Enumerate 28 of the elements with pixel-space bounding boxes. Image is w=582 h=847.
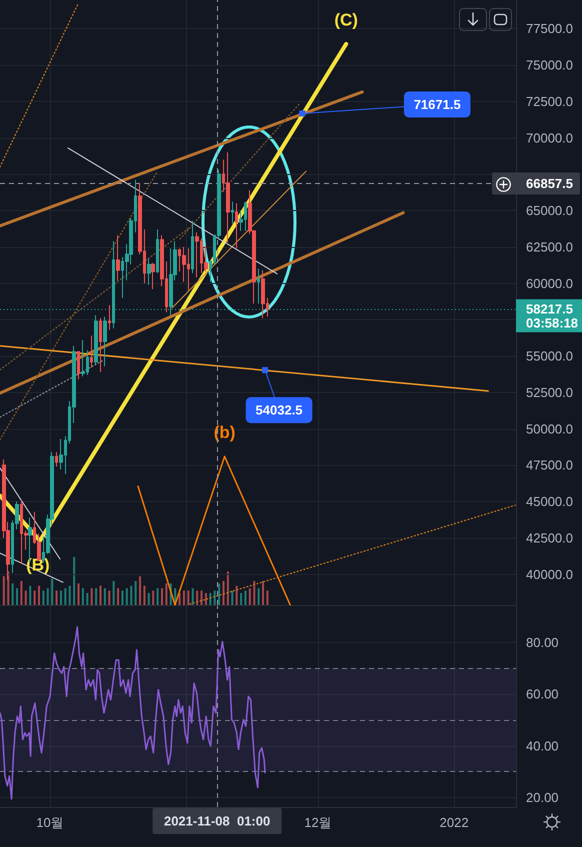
ref-line-label: 2021-11-08 01:00	[164, 814, 270, 828]
y-tick-label: 47500.0	[526, 458, 573, 473]
y-tick-label: 40000.0	[526, 566, 573, 582]
y-tick-label: 80.00	[526, 634, 559, 650]
x-tick-label: 2022	[440, 815, 469, 830]
y-tick-label: 45000.0	[526, 494, 573, 510]
y-tick-label: 60.00	[526, 686, 559, 702]
annotation: (C)	[334, 10, 358, 30]
y-tick-label: 52500.0	[526, 384, 573, 400]
annotation: 71671.5	[414, 96, 461, 112]
x-tick-label: 12월	[304, 815, 332, 830]
ref-line-label: 58217.5 03:58:18	[526, 302, 578, 331]
x-tick-label: 10월	[36, 815, 64, 830]
y-tick-label: 55000.0	[526, 348, 573, 364]
y-tick-label: 70000.0	[526, 130, 573, 146]
y-tick-label: 75000.0	[526, 58, 573, 73]
y-tick-label: 42500.0	[526, 530, 573, 546]
y-tick-label: 77500.0	[526, 21, 573, 36]
annotation: 54032.5	[256, 402, 303, 418]
y-tick-label: 72500.0	[526, 94, 573, 109]
y-tick-label: 65000.0	[526, 203, 573, 218]
ref-line-label: 66857.5	[526, 176, 573, 192]
y-tick-label: 20.00	[526, 790, 559, 805]
y-tick-label: 40.00	[526, 738, 559, 754]
annotation: (b)	[214, 422, 236, 442]
y-tick-label: 60000.0	[526, 276, 573, 291]
y-tick-label: 50000.0	[526, 421, 573, 436]
y-tick-label: 62500.0	[526, 239, 573, 254]
